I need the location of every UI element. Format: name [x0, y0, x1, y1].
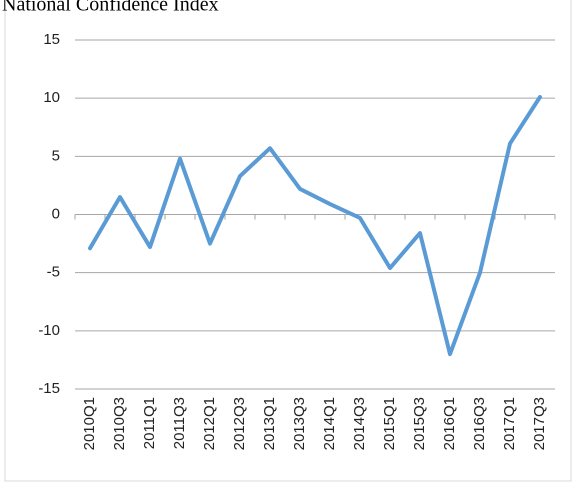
x-tick-label: 2016Q3 [471, 397, 488, 450]
x-tick-label: 2016Q1 [441, 397, 458, 450]
data-line [88, 95, 542, 357]
y-tick-label: -5 [47, 264, 60, 281]
chart-title: National Confidence Index [2, 0, 219, 16]
x-tick-label: 2015Q3 [411, 397, 428, 450]
x-tick-label: 2011Q1 [141, 397, 158, 449]
y-tick-label: 5 [52, 147, 60, 164]
x-tick-label: 2013Q1 [261, 397, 278, 450]
x-tick-label: 2012Q1 [201, 397, 218, 450]
x-tick-label: 2010Q3 [111, 397, 128, 450]
y-tick-label: 0 [52, 205, 60, 222]
y-tick-label: -10 [38, 322, 60, 339]
x-tick-label: 2011Q3 [171, 397, 188, 449]
y-tick-label: 10 [43, 89, 60, 106]
x-tick-label: 2015Q1 [381, 397, 398, 450]
x-tick-label: 2014Q3 [351, 397, 368, 450]
x-tick-label: 2012Q3 [231, 397, 248, 450]
y-tick-label: -15 [38, 380, 60, 397]
x-tick-label: 2013Q3 [291, 397, 308, 450]
x-tick-label: 2010Q1 [81, 397, 98, 450]
x-tick-label: 2014Q1 [321, 397, 338, 450]
chart-frame [4, 0, 572, 482]
y-tick-label: 15 [43, 31, 60, 48]
x-tick-label: 2017Q3 [531, 397, 548, 450]
x-tick-label: 2017Q1 [501, 397, 518, 450]
